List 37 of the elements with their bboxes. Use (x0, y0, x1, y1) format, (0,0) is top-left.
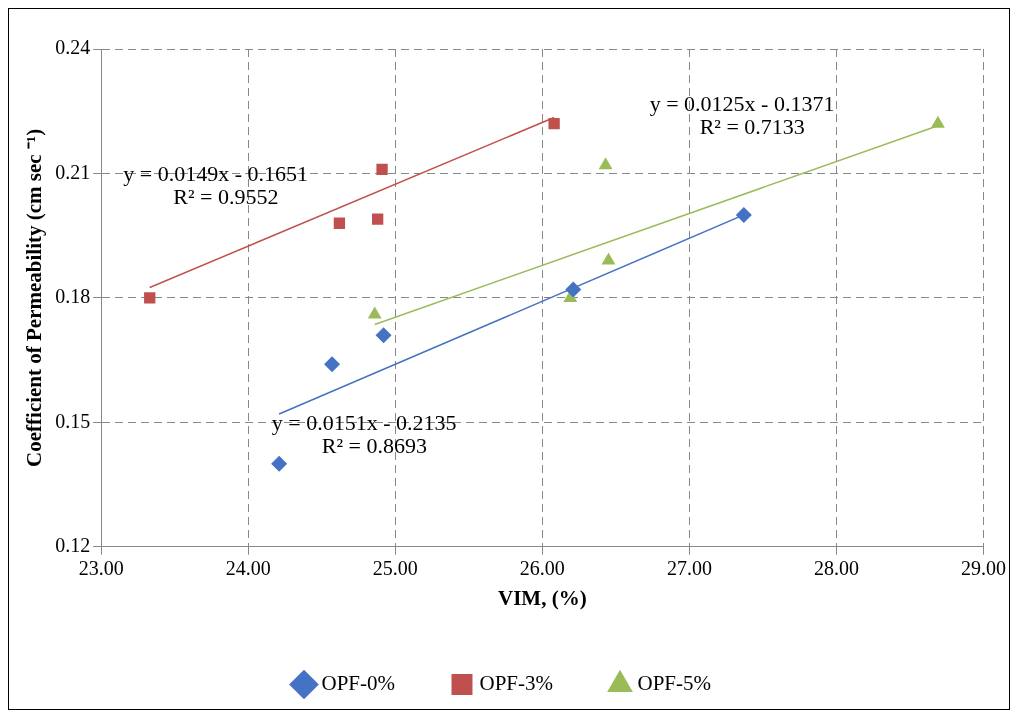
point (144, 292, 156, 304)
legend-label: OPF-0% (321, 671, 395, 696)
x-tick-label: 29.00 (961, 557, 1006, 580)
annotation: R² = 0.7133 (699, 113, 805, 139)
point (735, 206, 752, 223)
annotation: y = 0.0151x - 0.2135 (271, 410, 457, 436)
annotation: y = 0.0149x - 0.1651 (123, 161, 308, 187)
point (565, 281, 582, 298)
point (372, 213, 384, 225)
x-tick-label: 27.00 (666, 557, 712, 580)
point (930, 115, 945, 128)
x-tick-label: 26.00 (519, 557, 565, 580)
point (271, 455, 288, 472)
legend-label: OPF-5% (637, 671, 712, 696)
x-tick-label: 24.00 (225, 557, 271, 580)
y-tick-label: 0.18 (55, 285, 91, 308)
y-tick-label: 0.21 (55, 160, 91, 183)
annotation: R² = 0.8693 (321, 433, 427, 459)
y-tick-label: 0.15 (55, 409, 91, 432)
x-axis-title: VIM, (%) (498, 585, 587, 610)
x-tick-label: 25.00 (372, 557, 418, 580)
y-tick-label: 0.12 (55, 534, 91, 557)
point (333, 217, 346, 229)
legend-label: OPF-3% (479, 671, 554, 696)
annotation: y = 0.0125x - 0.1371 (649, 90, 835, 116)
x-tick-label: 28.00 (813, 557, 859, 580)
point (548, 118, 560, 130)
point (324, 356, 341, 373)
y-tick-label: 0.24 (55, 36, 91, 59)
x-tick-label: 23.00 (78, 557, 124, 580)
annotation: R² = 0.9552 (173, 184, 279, 210)
point (375, 327, 392, 344)
point (367, 306, 382, 319)
point (598, 157, 613, 170)
y-axis-title: Coefficient of Permeability (cm sec ⁻¹) (22, 128, 47, 467)
point (376, 163, 388, 175)
point (601, 252, 616, 265)
